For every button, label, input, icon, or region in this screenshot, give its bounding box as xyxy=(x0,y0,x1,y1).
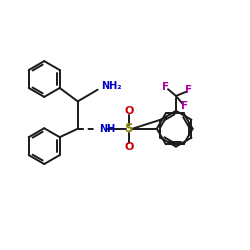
Text: NH: NH xyxy=(99,124,115,134)
Text: O: O xyxy=(124,106,134,116)
Text: S: S xyxy=(124,122,133,135)
Text: F: F xyxy=(162,82,169,92)
Text: F: F xyxy=(181,101,188,111)
Text: F: F xyxy=(185,86,192,96)
Text: O: O xyxy=(124,142,134,152)
Text: NH₂: NH₂ xyxy=(102,82,122,92)
